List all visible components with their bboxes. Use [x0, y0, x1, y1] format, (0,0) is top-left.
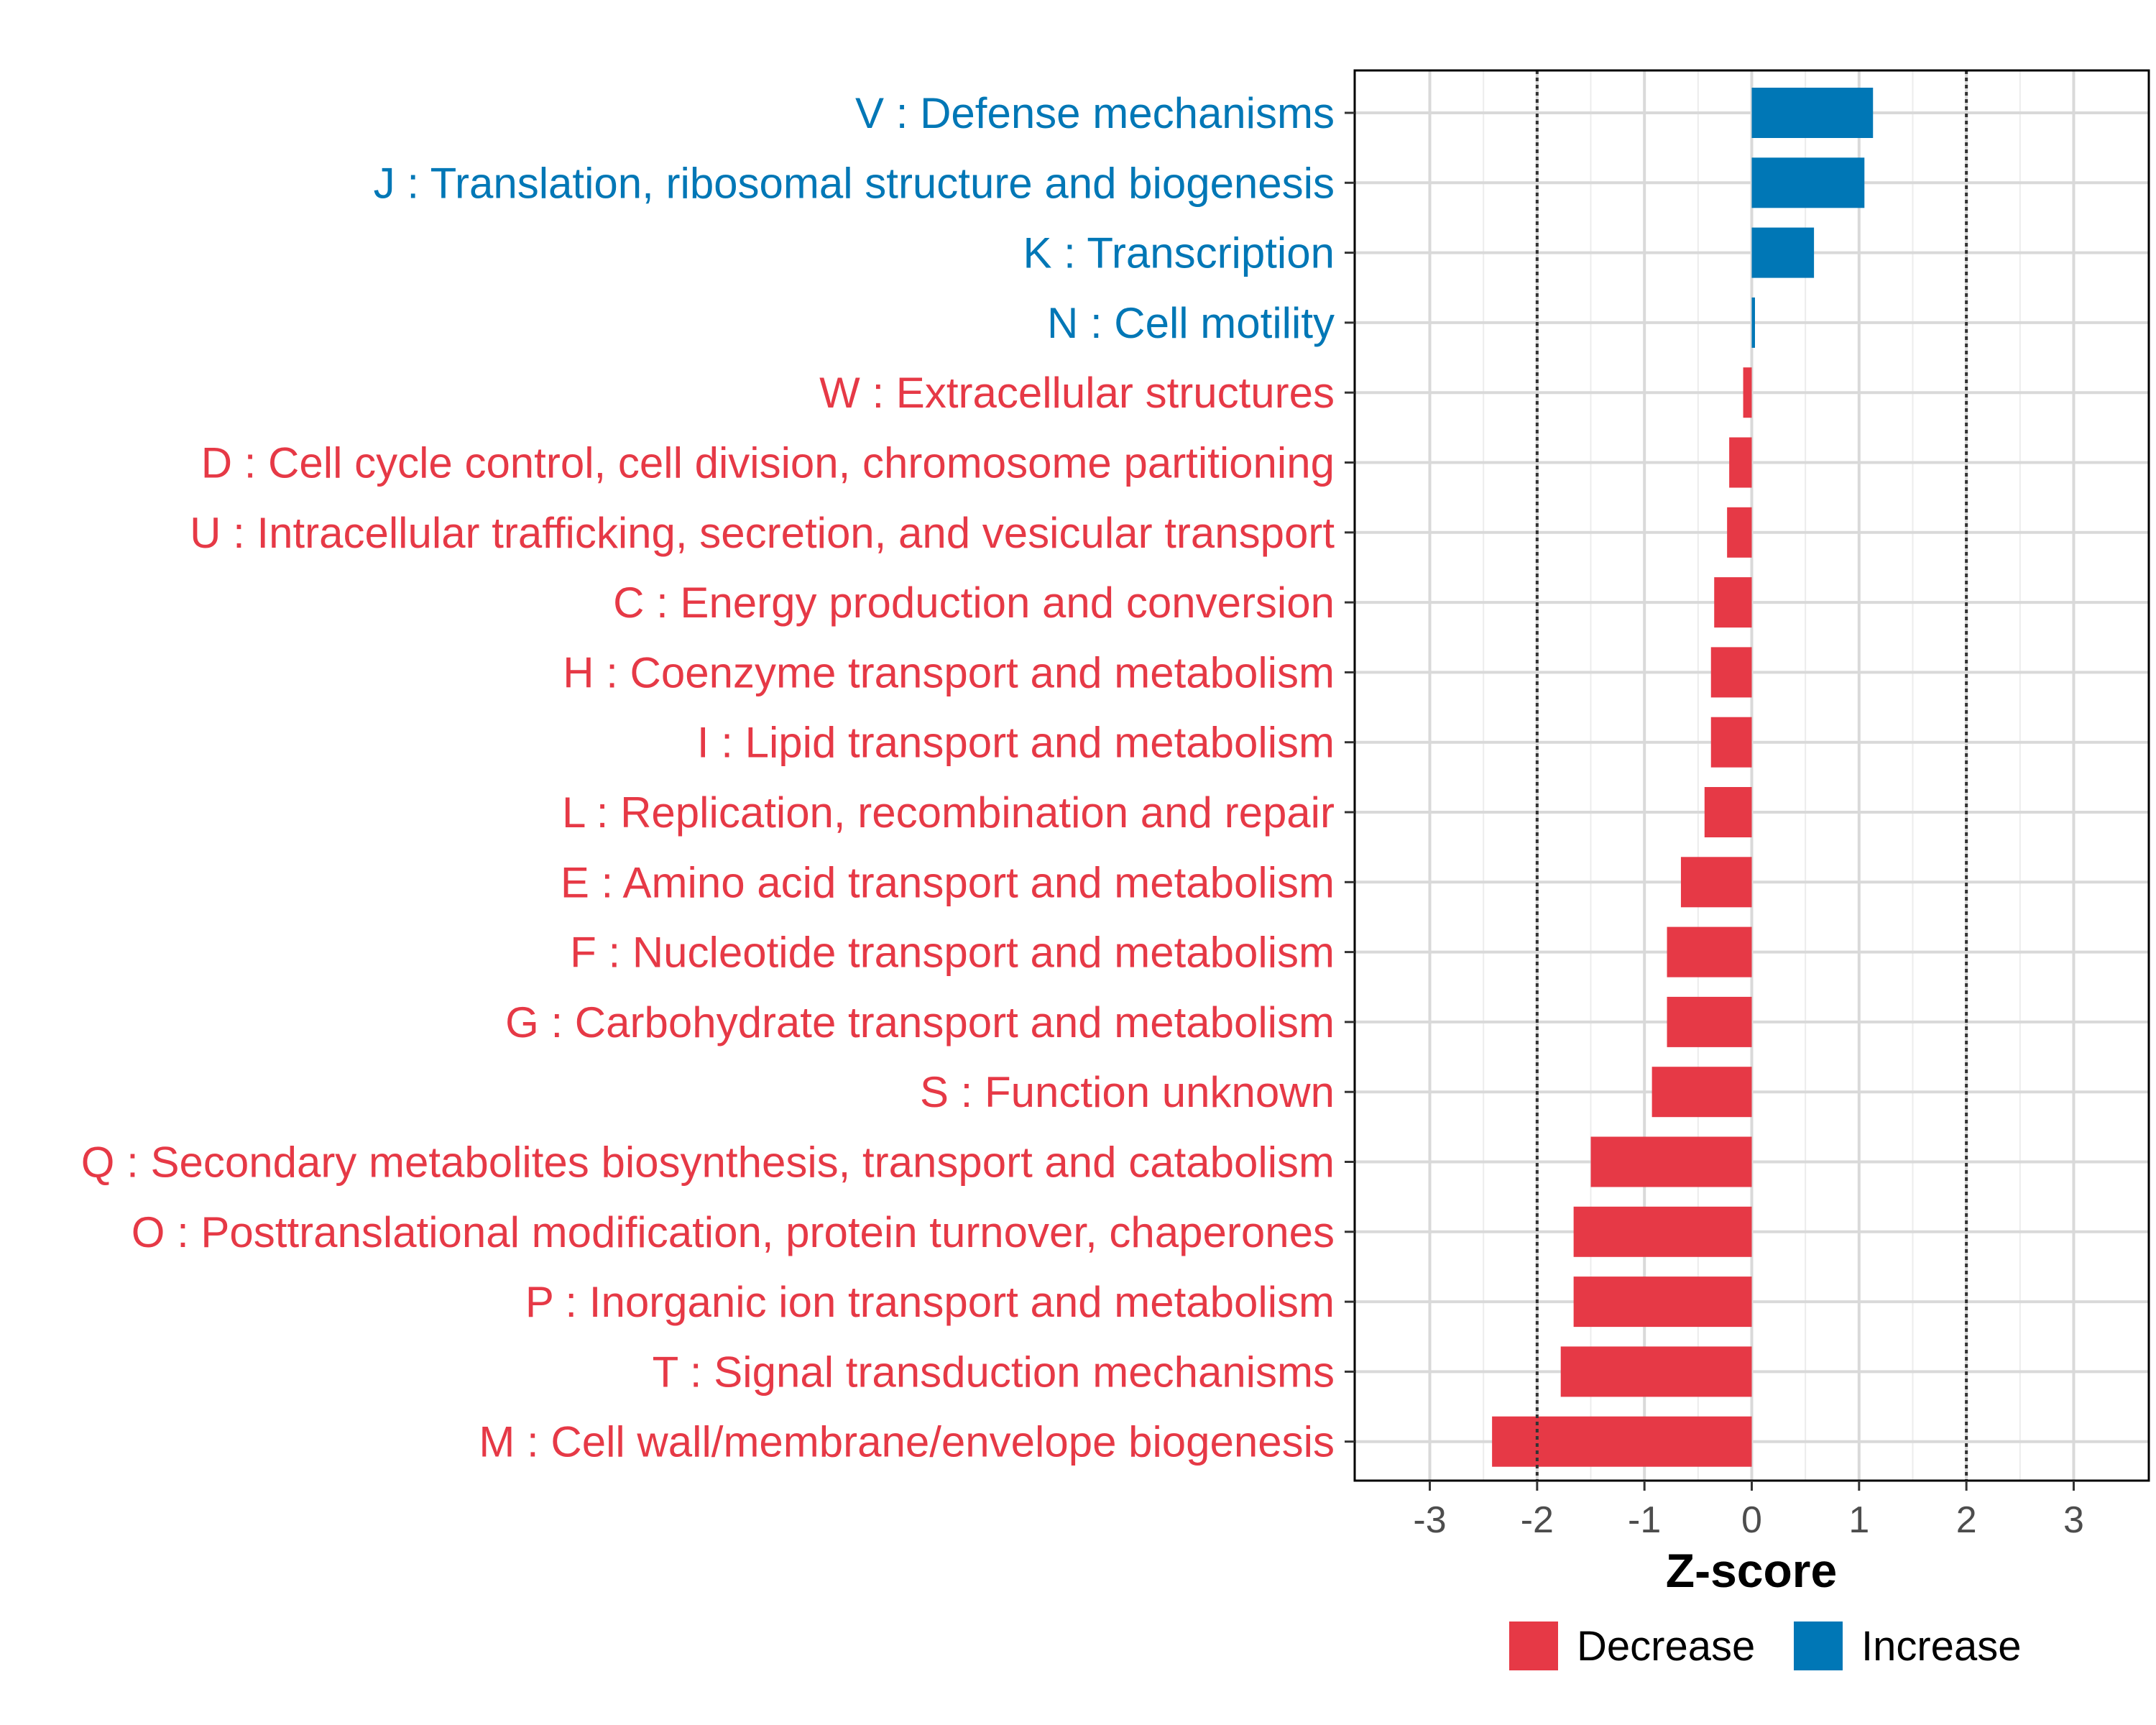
- category-label: E : Amino acid transport and metabolism: [561, 858, 1335, 906]
- legend-item: Increase: [1794, 1622, 2021, 1670]
- category-label: N : Cell motility: [1047, 299, 1335, 347]
- bar: [1714, 577, 1752, 628]
- x-axis-title: Z-score: [1666, 1544, 1837, 1597]
- category-label: V : Defense mechanisms: [855, 89, 1335, 137]
- category-label: Q : Secondary metabolites biosynthesis, …: [81, 1138, 1335, 1187]
- bar: [1727, 507, 1752, 558]
- bar: [1667, 996, 1752, 1047]
- bar: [1680, 857, 1752, 908]
- x-tick-label: -2: [1521, 1499, 1554, 1541]
- bar: [1560, 1346, 1752, 1397]
- bar: [1704, 787, 1752, 837]
- bar: [1651, 1067, 1752, 1118]
- category-label: O : Posttranslational modification, prot…: [132, 1208, 1335, 1256]
- bar: [1751, 297, 1755, 348]
- bar: [1729, 437, 1752, 488]
- bar: [1751, 157, 1865, 208]
- bar: [1710, 717, 1752, 768]
- legend-label: Increase: [1861, 1623, 2021, 1670]
- x-tick-label: 3: [2063, 1499, 2084, 1541]
- category-label: S : Function unknown: [920, 1068, 1335, 1116]
- bar: [1743, 367, 1752, 418]
- bar-layer: [1492, 88, 1874, 1467]
- axis-layer: V : Defense mechanisms J : Translation, r…: [81, 89, 2084, 1541]
- bar: [1492, 1416, 1752, 1467]
- legend-label: Decrease: [1577, 1623, 1755, 1670]
- category-label: C : Energy production and conversion: [613, 579, 1335, 627]
- x-tick-label: 1: [1848, 1499, 1869, 1541]
- category-label: W : Extracellular structures: [819, 369, 1335, 417]
- bar: [1667, 926, 1752, 978]
- legend-item: Decrease: [1509, 1622, 1755, 1670]
- category-label: P : Inorganic ion transport and metaboli…: [525, 1278, 1335, 1326]
- bar: [1751, 88, 1874, 138]
- category-label: D : Cell cycle control, cell division, c…: [201, 439, 1335, 487]
- category-label: F : Nucleotide transport and metabolism: [570, 929, 1335, 977]
- category-label: I : Lipid transport and metabolism: [697, 719, 1335, 767]
- category-label: T : Signal transduction mechanisms: [653, 1348, 1335, 1396]
- bar: [1751, 227, 1815, 278]
- legend-key: [1509, 1622, 1558, 1670]
- bar: [1710, 647, 1752, 698]
- category-label: M : Cell wall/membrane/envelope biogenes…: [479, 1418, 1335, 1466]
- category-label: U : Intracellular trafficking, secretion…: [190, 509, 1335, 557]
- reference-lines: [1535, 70, 1968, 1481]
- grid-layer: [1355, 70, 2149, 1481]
- category-label: J : Translation, ribosomal structure and…: [374, 159, 1335, 207]
- x-tick-label: -3: [1413, 1499, 1446, 1541]
- category-label: L : Replication, recombination and repai…: [562, 788, 1335, 837]
- bar: [1573, 1206, 1752, 1257]
- x-tick-label: 2: [1956, 1499, 1977, 1541]
- bar: [1590, 1136, 1752, 1187]
- category-label: K : Transcription: [1023, 229, 1335, 277]
- category-label: G : Carbohydrate transport and metabolis…: [505, 998, 1335, 1046]
- x-tick-label: -1: [1628, 1499, 1661, 1541]
- bar: [1573, 1276, 1752, 1328]
- x-tick-label: 0: [1741, 1499, 1762, 1541]
- legend-key: [1794, 1622, 1843, 1670]
- legend: Decrease Increase: [1509, 1622, 2021, 1670]
- category-label: H : Coenzyme transport and metabolism: [563, 648, 1335, 696]
